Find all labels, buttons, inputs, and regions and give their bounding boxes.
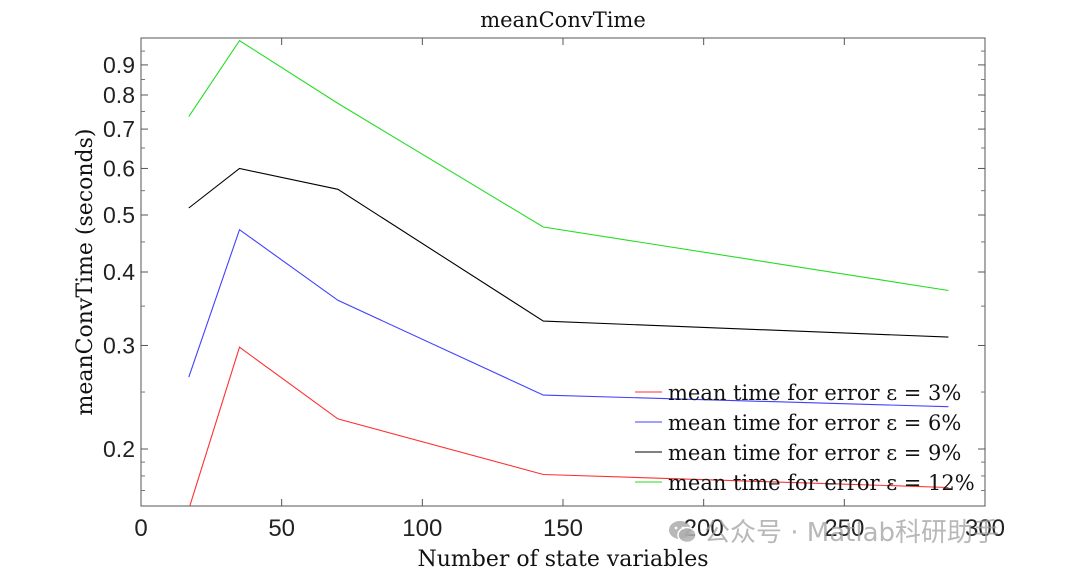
series-line [189, 346, 949, 506]
series-line [188, 228, 949, 408]
y-tick-label: 0.6 [103, 155, 135, 181]
y-tick-label: 0.2 [103, 436, 135, 462]
legend-label: mean time for error ε = 9% [668, 441, 961, 465]
series-lines [188, 39, 949, 506]
y-tick-label: 0.4 [103, 259, 135, 285]
watermark-text: 公众号 · Matlab科研助手 [704, 518, 1000, 548]
y-tick-label: 0.3 [103, 332, 135, 358]
y-tick-label: 0.8 [103, 82, 135, 108]
y-tick-label: 0.7 [103, 116, 135, 142]
x-tick-label: 150 [543, 515, 583, 542]
y-axis-label: meanConvTime (seconds) [73, 128, 98, 415]
legend-label: mean time for error ε = 6% [668, 411, 961, 435]
legend: mean time for error ε = 3% mean time for … [635, 381, 975, 495]
y-tick-label: 0.9 [103, 52, 135, 78]
chart-title: meanConvTime [480, 8, 646, 32]
x-tick-label: 300 [965, 515, 1005, 542]
y-tick-labels: 0.2 0.3 0.4 0.5 0.6 0.7 0.8 0.9 [103, 52, 135, 462]
series-line [188, 167, 949, 338]
x-tick-labels: 0 50 100 150 200 250 300 [134, 515, 1005, 542]
x-tick-label: 0 [134, 515, 147, 542]
y-tick-label: 0.5 [103, 202, 135, 228]
watermark: 公众号 · Matlab科研助手 [668, 512, 999, 549]
legend-label: mean time for error ε = 3% [668, 381, 961, 405]
series-line [188, 39, 949, 292]
legend-label: mean time for error ε = 12% [668, 471, 975, 495]
wechat-icon [669, 521, 697, 544]
x-axis-label: Number of state variables [417, 547, 708, 572]
x-tick-label: 50 [268, 515, 295, 542]
x-tick-label: 100 [402, 515, 442, 542]
axis-ticks [140, 38, 986, 506]
plot-area [140, 37, 986, 507]
x-tick-label: 250 [824, 515, 864, 542]
